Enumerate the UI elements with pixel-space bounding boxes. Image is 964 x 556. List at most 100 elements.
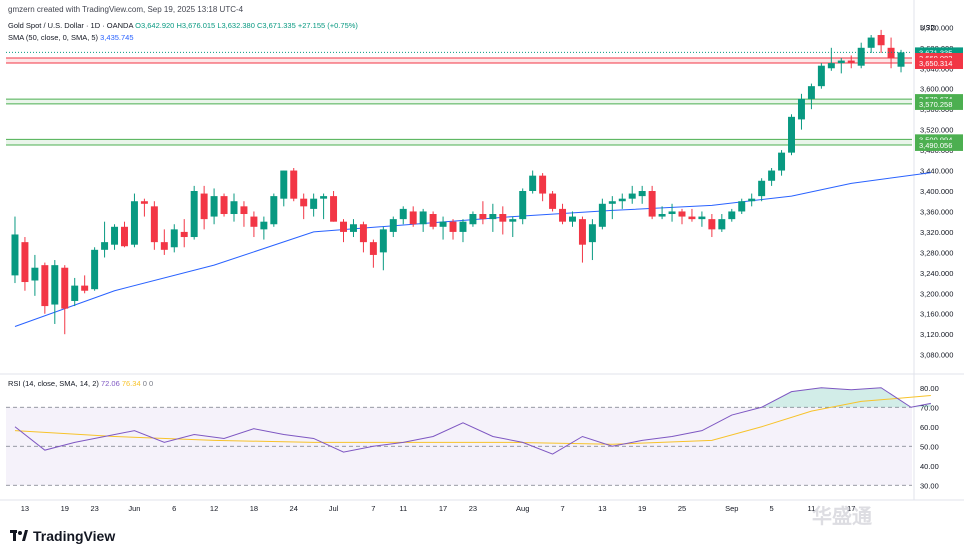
candle-up bbox=[51, 265, 59, 305]
candle-down bbox=[887, 47, 895, 59]
time-tick-label: 11 bbox=[808, 504, 816, 513]
change-value: +27.155 (+0.75%) bbox=[297, 21, 358, 30]
level-price-tag bbox=[915, 134, 963, 146]
candle-up bbox=[778, 152, 786, 171]
symbol-legend[interactable]: Gold Spot / U.S. Dollar · 1D · OANDA O3,… bbox=[8, 21, 358, 30]
time-tick-label: 17 bbox=[439, 504, 447, 513]
sma-line bbox=[14, 172, 931, 327]
currency-label[interactable]: USD bbox=[920, 23, 936, 32]
candle-down bbox=[678, 211, 686, 217]
price-tick-label: 3,400.000 bbox=[920, 187, 953, 196]
candle-up bbox=[469, 214, 477, 225]
rsi-extra-1: 0 bbox=[142, 379, 147, 388]
candle-down bbox=[688, 216, 696, 220]
time-tick-label: 23 bbox=[90, 504, 98, 513]
level-price-tag-text: 3,570.258 bbox=[919, 100, 952, 109]
candle-up bbox=[569, 216, 576, 222]
time-tick-label: Jul bbox=[329, 504, 339, 513]
rsi-line bbox=[14, 387, 931, 455]
candle-up bbox=[758, 180, 766, 197]
candle-up bbox=[857, 47, 865, 66]
candle-up bbox=[170, 229, 178, 248]
candle-up bbox=[817, 65, 825, 87]
time-tick-label: 7 bbox=[371, 504, 375, 513]
candle-down bbox=[429, 214, 437, 227]
resistance-band bbox=[6, 57, 912, 63]
candle-up bbox=[718, 219, 726, 230]
candle-up bbox=[748, 198, 756, 202]
candle-up bbox=[738, 201, 746, 212]
candle-up bbox=[310, 198, 318, 209]
candle-down bbox=[877, 35, 885, 46]
candle-down bbox=[369, 242, 377, 255]
candle-down bbox=[539, 175, 547, 194]
support-band bbox=[6, 99, 912, 104]
candle-down bbox=[81, 285, 89, 291]
time-tick-label: 5 bbox=[770, 504, 774, 513]
time-tick-label: 7 bbox=[560, 504, 564, 513]
candle-down bbox=[121, 226, 128, 247]
rsi-tick-label: 70.00 bbox=[920, 403, 939, 412]
time-tick-label: 12 bbox=[210, 504, 218, 513]
candle-up bbox=[797, 98, 805, 120]
candle-up bbox=[807, 86, 815, 99]
candle-down bbox=[409, 211, 417, 225]
candle-down bbox=[330, 196, 338, 222]
candle-up bbox=[489, 214, 497, 220]
sma-legend[interactable]: SMA (50, close, 0, SMA, 5) 3,435.745 bbox=[8, 33, 134, 42]
candle-down bbox=[559, 208, 567, 222]
candle-up bbox=[628, 193, 636, 199]
time-tick-label: 24 bbox=[290, 504, 298, 513]
candle-down bbox=[140, 201, 148, 204]
open-value: O3,642.920 bbox=[135, 21, 175, 30]
rsi-tick-label: 80.00 bbox=[920, 384, 939, 393]
tradingview-brand[interactable]: TradingView bbox=[10, 528, 115, 544]
candle-up bbox=[837, 60, 845, 64]
rsi-tick-label: 40.00 bbox=[920, 462, 939, 471]
rsi-value: 72.06 bbox=[100, 379, 120, 388]
price-tick-label: 3,320.000 bbox=[920, 228, 953, 237]
rsi-overbought-fill bbox=[761, 387, 931, 408]
rsi-legend[interactable]: RSI (14, close, SMA, 14, 2) 72.06 76.34 … bbox=[8, 379, 153, 388]
candle-up bbox=[71, 285, 79, 301]
candle-up bbox=[608, 201, 616, 204]
candle-up bbox=[389, 219, 397, 232]
candle-down bbox=[708, 219, 716, 230]
watermark: 华盛通 bbox=[812, 506, 872, 528]
level-price-tag-text: 3,500.994 bbox=[919, 135, 952, 144]
candle-up bbox=[638, 191, 646, 197]
rsi-ma-value: 76.34 bbox=[121, 379, 141, 388]
candle-up bbox=[230, 201, 238, 215]
candle-up bbox=[618, 198, 626, 202]
candle-up bbox=[399, 208, 407, 220]
candle-down bbox=[578, 219, 586, 245]
brand-name: TradingView bbox=[33, 528, 116, 544]
time-tick-label: 23 bbox=[469, 504, 477, 513]
low-value: L3,632.380 bbox=[217, 21, 255, 30]
candle-down bbox=[240, 206, 248, 215]
price-tick-label: 3,120.000 bbox=[920, 330, 953, 339]
candle-down bbox=[300, 198, 308, 207]
candle-up bbox=[439, 221, 447, 227]
candle-up bbox=[897, 52, 905, 67]
candle-up bbox=[529, 175, 537, 191]
candle-up bbox=[419, 211, 427, 225]
rsi-label: RSI (14, close, SMA, 14, 2) bbox=[8, 379, 99, 388]
time-tick-label: 13 bbox=[598, 504, 606, 513]
candle-down bbox=[41, 265, 49, 307]
rsi-tick-label: 60.00 bbox=[920, 423, 939, 432]
candle-down bbox=[479, 214, 487, 220]
candle-down bbox=[250, 216, 258, 227]
time-tick-label: Jun bbox=[128, 504, 140, 513]
candle-up bbox=[130, 201, 138, 245]
candle-down bbox=[180, 231, 188, 238]
price-tick-label: 3,520.000 bbox=[920, 126, 953, 135]
candle-up bbox=[91, 249, 99, 290]
time-tick-label: 17 bbox=[847, 504, 855, 513]
time-tick-label: 19 bbox=[638, 504, 646, 513]
rsi-tick-label: 30.00 bbox=[920, 481, 939, 490]
candle-up bbox=[668, 211, 676, 215]
time-tick-label: Aug bbox=[516, 504, 529, 513]
candle-down bbox=[150, 206, 158, 243]
